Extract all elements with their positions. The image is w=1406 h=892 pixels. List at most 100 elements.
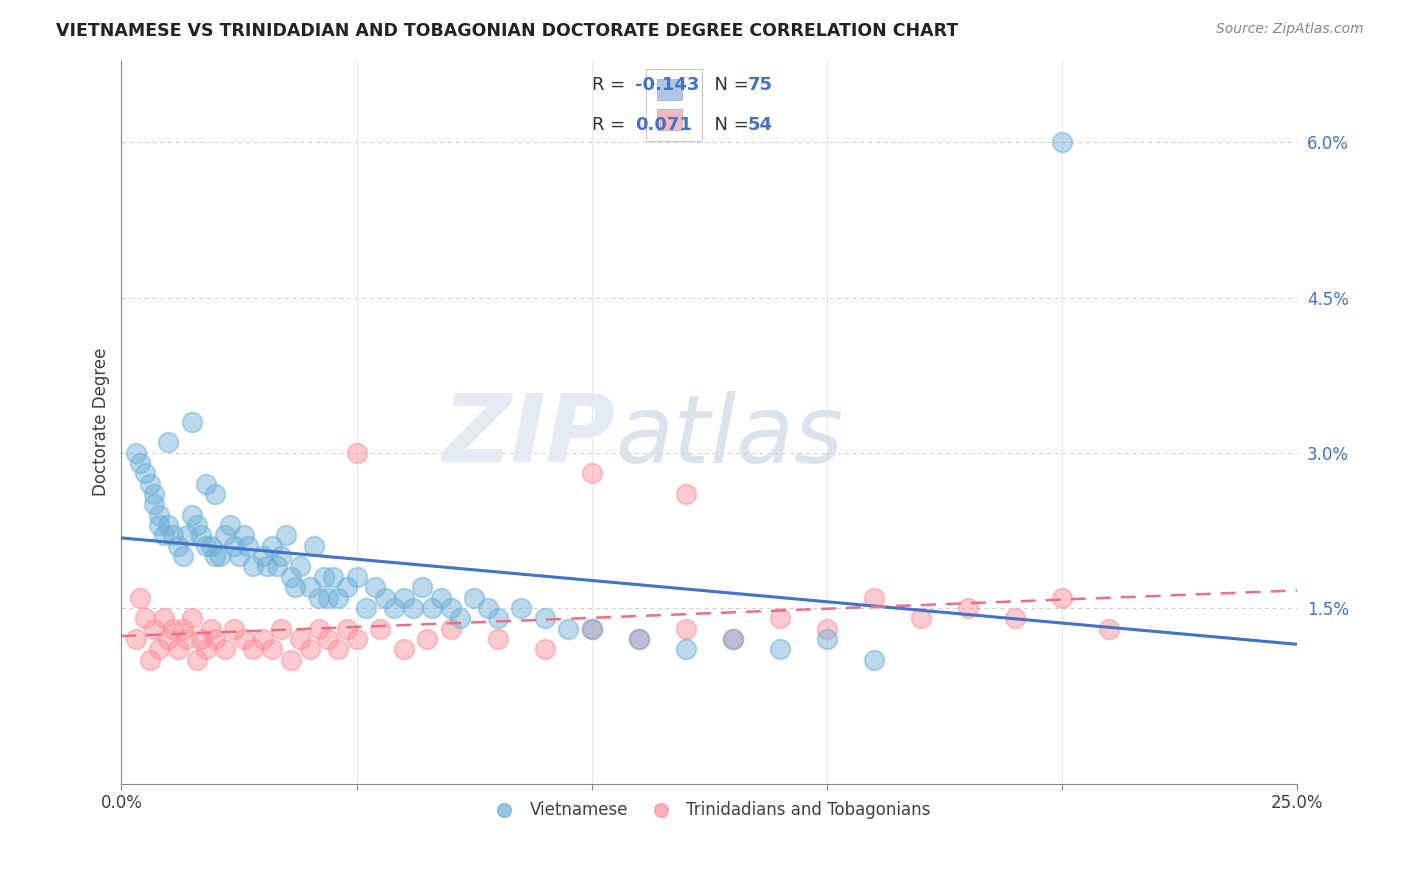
Point <box>228 549 250 563</box>
Point <box>186 652 208 666</box>
Text: 75: 75 <box>748 76 773 94</box>
Point <box>721 632 744 646</box>
Point <box>148 642 170 657</box>
Point <box>280 570 302 584</box>
Text: 54: 54 <box>748 116 773 134</box>
Point <box>312 570 335 584</box>
Point <box>449 611 471 625</box>
Text: N =: N = <box>703 116 755 134</box>
Point <box>863 591 886 605</box>
Point <box>152 528 174 542</box>
Point <box>392 642 415 657</box>
Point <box>138 476 160 491</box>
Point <box>224 622 246 636</box>
Point <box>346 446 368 460</box>
Text: 0.071: 0.071 <box>636 116 692 134</box>
Point <box>172 549 194 563</box>
Point <box>1004 611 1026 625</box>
Point <box>581 622 603 636</box>
Point <box>510 600 533 615</box>
Point <box>242 559 264 574</box>
Point <box>186 518 208 533</box>
Point <box>260 642 283 657</box>
Point <box>129 591 152 605</box>
Point <box>280 652 302 666</box>
Point <box>863 652 886 666</box>
Point <box>533 642 555 657</box>
Point <box>1050 591 1073 605</box>
Point <box>308 622 330 636</box>
Point <box>214 642 236 657</box>
Point <box>232 632 254 646</box>
Point <box>167 642 190 657</box>
Point <box>288 632 311 646</box>
Point <box>143 622 166 636</box>
Point <box>721 632 744 646</box>
Point <box>200 622 222 636</box>
Point <box>204 487 226 501</box>
Point <box>124 446 146 460</box>
Point <box>232 528 254 542</box>
Point <box>354 600 377 615</box>
Point <box>581 622 603 636</box>
Point <box>195 476 218 491</box>
Text: R =: R = <box>592 116 631 134</box>
Point <box>172 622 194 636</box>
Point <box>148 518 170 533</box>
Point <box>374 591 396 605</box>
Point <box>124 632 146 646</box>
Text: atlas: atlas <box>616 391 844 482</box>
Text: N =: N = <box>703 76 755 94</box>
Point <box>557 622 579 636</box>
Point <box>224 539 246 553</box>
Point <box>209 549 232 563</box>
Legend: Vietnamese, Trinidadians and Tobagonians: Vietnamese, Trinidadians and Tobagonians <box>481 795 938 826</box>
Point <box>134 467 156 481</box>
Point <box>336 622 359 636</box>
Point <box>440 622 463 636</box>
Point <box>260 539 283 553</box>
Point <box>956 600 979 615</box>
Point <box>200 539 222 553</box>
Point <box>162 528 184 542</box>
Point <box>256 559 278 574</box>
Point <box>152 611 174 625</box>
Point <box>157 518 180 533</box>
Point <box>675 487 697 501</box>
Point <box>252 549 274 563</box>
Point <box>181 415 204 429</box>
Text: ZIP: ZIP <box>443 390 616 483</box>
Point <box>157 435 180 450</box>
Text: R =: R = <box>592 76 631 94</box>
Point <box>318 591 340 605</box>
Point <box>138 652 160 666</box>
Point <box>181 508 204 522</box>
Point <box>266 559 288 574</box>
Point <box>420 600 443 615</box>
Point <box>402 600 425 615</box>
Text: -0.143: -0.143 <box>636 76 700 94</box>
Point <box>675 622 697 636</box>
Point <box>336 580 359 594</box>
Point <box>176 528 198 542</box>
Point <box>284 580 307 594</box>
Point <box>382 600 405 615</box>
Point <box>815 622 838 636</box>
Point <box>346 632 368 646</box>
Point <box>581 467 603 481</box>
Point <box>477 600 499 615</box>
Point <box>769 611 792 625</box>
Point <box>364 580 387 594</box>
Point <box>368 622 391 636</box>
Point <box>204 549 226 563</box>
Text: Source: ZipAtlas.com: Source: ZipAtlas.com <box>1216 22 1364 37</box>
Point <box>129 456 152 470</box>
Point <box>190 632 212 646</box>
Point <box>288 559 311 574</box>
Point <box>1050 136 1073 150</box>
Point <box>463 591 485 605</box>
Point <box>167 539 190 553</box>
Point <box>270 622 292 636</box>
Point <box>392 591 415 605</box>
Point <box>238 539 260 553</box>
